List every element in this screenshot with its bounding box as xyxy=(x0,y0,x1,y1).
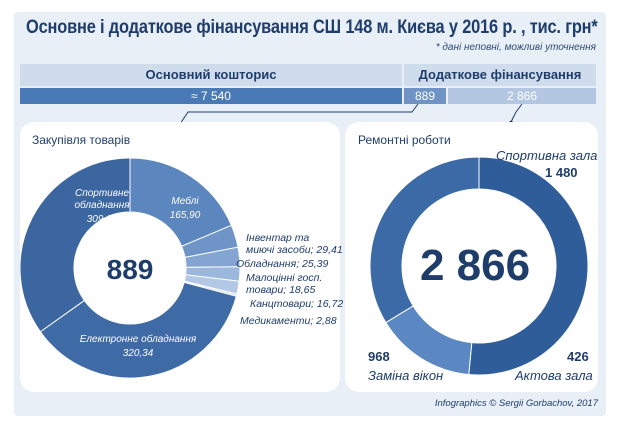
label-gym: Спортивна зала xyxy=(496,148,598,163)
purchases-slice-8 xyxy=(20,157,131,333)
label-windows: Заміна вікон xyxy=(368,368,444,383)
repairs-total: 2 866 xyxy=(419,241,531,290)
repairs-bar: 2 866 xyxy=(448,88,596,104)
repairs-slice-2 xyxy=(385,305,473,376)
label-assembly: Актова зала xyxy=(515,368,593,383)
value-assembly: 426 xyxy=(567,349,589,364)
purchases-bar: 889 xyxy=(404,88,446,104)
main-budget-header: Основний кошторис xyxy=(20,64,402,86)
label-household: Малоцінні госп. товари; 18,65 xyxy=(246,272,323,296)
credit-text: Infographics © Sergii Gorbachov, 2017 xyxy=(434,398,598,409)
repairs-title: Ремонтні роботи xyxy=(358,133,451,147)
purchases-total: 889 xyxy=(106,254,154,285)
value-windows: 968 xyxy=(368,349,390,364)
label-furniture: Меблі 165,90 xyxy=(169,196,201,221)
label-electronic-equipment: Електронне обладнання 320,34 xyxy=(79,334,197,359)
value-gym: 1 480 xyxy=(545,165,578,180)
purchases-slice-7 xyxy=(39,281,237,379)
purchases-donut-chart xyxy=(20,157,241,379)
purchases-title: Закупівля товарів xyxy=(32,133,131,147)
label-equipment: Обладнання; 25,39 xyxy=(236,258,329,270)
label-sport-equipment: Спортивне обладнання 309,67 xyxy=(74,188,130,225)
repairs-slice-1 xyxy=(468,156,589,376)
extra-funding-header: Додаткове фінансування xyxy=(404,64,596,86)
label-inventory: Інвентар та миючі засоби; 29,41 xyxy=(246,232,343,256)
label-medicine: Медикаменти; 2,88 xyxy=(240,315,337,327)
repairs-donut-chart xyxy=(369,156,589,376)
data-note: * дані неповні, можливі уточнення xyxy=(435,42,596,53)
main-budget-bar: ≈ 7 540 xyxy=(20,88,402,104)
page-title: Основне і додаткове фінансування СШ 148 … xyxy=(26,16,598,38)
label-office-supplies: Канцтовари; 16,72 xyxy=(250,298,344,310)
repairs-slice-3 xyxy=(369,156,480,324)
